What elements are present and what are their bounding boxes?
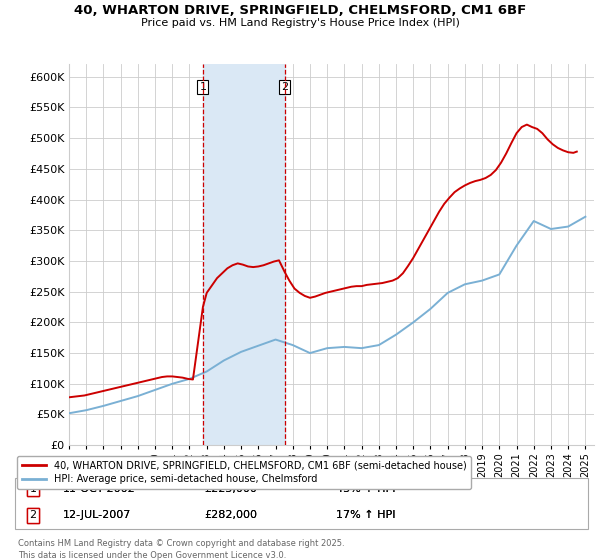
Text: £282,000: £282,000 xyxy=(204,510,257,520)
Text: £282,000: £282,000 xyxy=(204,510,257,520)
Text: 17% ↑ HPI: 17% ↑ HPI xyxy=(336,510,395,520)
Text: 43% ↑ HPI: 43% ↑ HPI xyxy=(336,484,395,494)
Text: 11-OCT-2002: 11-OCT-2002 xyxy=(63,484,136,494)
Text: Contains HM Land Registry data © Crown copyright and database right 2025.
This d: Contains HM Land Registry data © Crown c… xyxy=(18,539,344,560)
Text: 1: 1 xyxy=(29,484,37,494)
Text: 2: 2 xyxy=(29,510,37,520)
Text: 12-JUL-2007: 12-JUL-2007 xyxy=(63,510,131,520)
Legend: 40, WHARTON DRIVE, SPRINGFIELD, CHELMSFORD, CM1 6BF (semi-detached house), HPI: : 40, WHARTON DRIVE, SPRINGFIELD, CHELMSFO… xyxy=(17,456,472,489)
Text: 2: 2 xyxy=(29,510,37,520)
Text: 1: 1 xyxy=(199,82,206,91)
Text: 11-OCT-2002: 11-OCT-2002 xyxy=(63,484,136,494)
Bar xyxy=(203,64,284,445)
Text: 43% ↑ HPI: 43% ↑ HPI xyxy=(336,484,395,494)
Text: 2: 2 xyxy=(281,82,288,91)
Text: £225,000: £225,000 xyxy=(204,484,257,494)
Text: 17% ↑ HPI: 17% ↑ HPI xyxy=(336,510,395,520)
Text: 1: 1 xyxy=(29,484,37,494)
Text: 40, WHARTON DRIVE, SPRINGFIELD, CHELMSFORD, CM1 6BF: 40, WHARTON DRIVE, SPRINGFIELD, CHELMSFO… xyxy=(74,4,526,17)
Text: £225,000: £225,000 xyxy=(204,484,257,494)
Text: 12-JUL-2007: 12-JUL-2007 xyxy=(63,510,131,520)
Text: Price paid vs. HM Land Registry's House Price Index (HPI): Price paid vs. HM Land Registry's House … xyxy=(140,18,460,28)
